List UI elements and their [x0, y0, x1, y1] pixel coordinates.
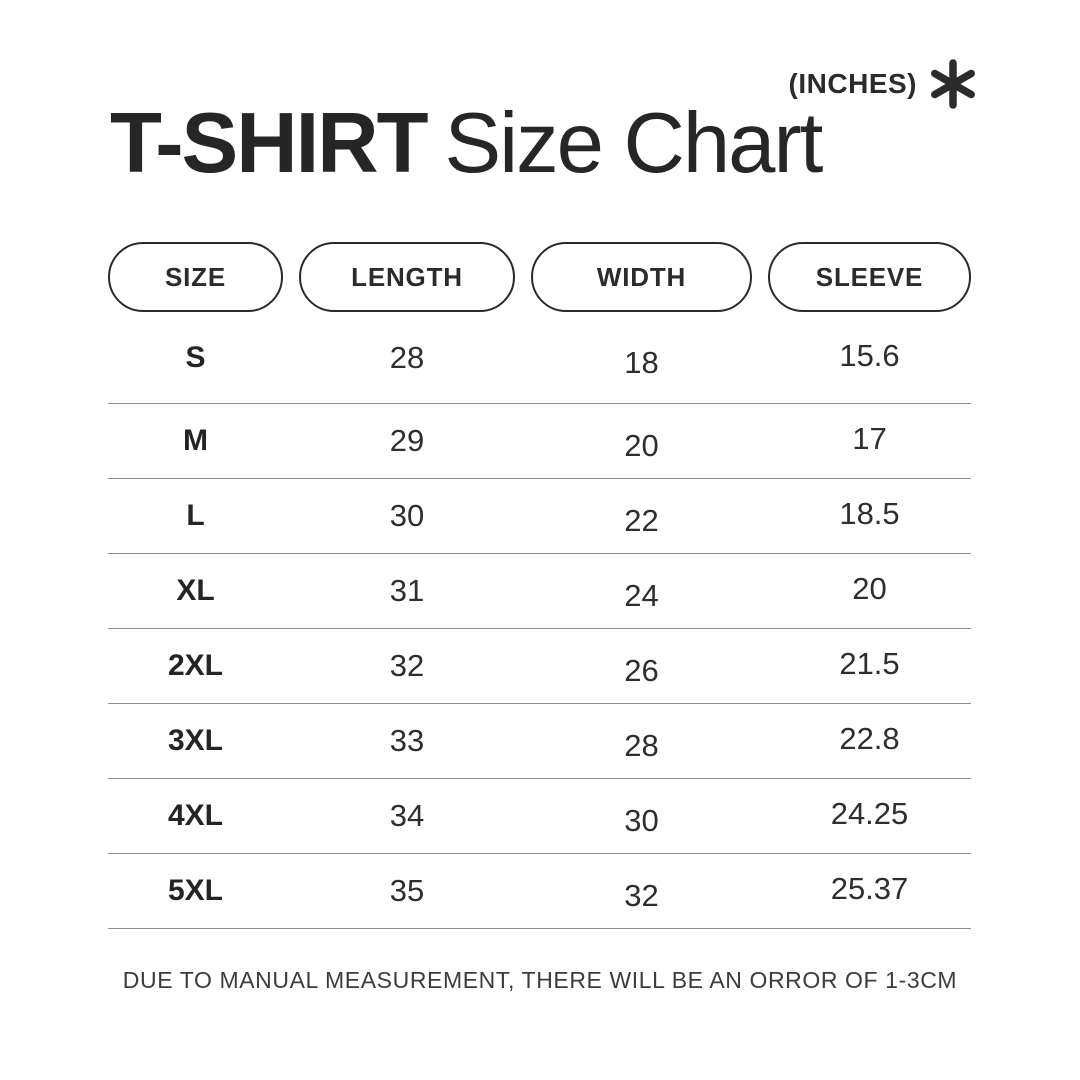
- sleeve-value: 21.5: [839, 646, 900, 681]
- table-row-4xl: 4XL 34 30 24.25: [108, 779, 971, 854]
- sleeve-value: 18.5: [839, 496, 900, 531]
- column-header-width: WIDTH: [531, 242, 752, 312]
- size-label: S: [185, 341, 206, 374]
- table-row-5xl: 5XL 35 32 25.37: [108, 854, 971, 929]
- width-value: 18: [624, 345, 659, 380]
- size-table: S 28 18 15.6 M 29 20 17 L 30 22 18.5 XL …: [108, 313, 971, 929]
- length-value: 33: [389, 723, 425, 758]
- length-value: 35: [389, 873, 425, 908]
- column-header-sleeve: SLEEVE: [768, 242, 971, 312]
- length-value: 31: [389, 573, 425, 608]
- size-label: 4XL: [167, 799, 224, 832]
- table-row-s: S 28 18 15.6: [108, 313, 971, 404]
- width-value: 22: [624, 503, 659, 538]
- length-value: 34: [389, 798, 425, 833]
- width-value: 20: [624, 428, 659, 463]
- page-title-bold: T-SHIRT: [110, 96, 429, 191]
- sleeve-value: 25.37: [830, 871, 909, 906]
- units-indicator: (INCHES): [789, 58, 977, 110]
- sleeve-value: 17: [852, 421, 887, 456]
- column-header-size: SIZE: [108, 242, 283, 312]
- measurement-disclaimer: DUE TO MANUAL MEASUREMENT, THERE WILL BE…: [122, 967, 958, 993]
- size-label: M: [183, 424, 208, 457]
- column-header-length: LENGTH: [299, 242, 515, 312]
- width-value: 32: [624, 878, 659, 913]
- sleeve-value: 22.8: [839, 721, 900, 756]
- length-value: 29: [389, 423, 425, 458]
- width-value: 24: [624, 578, 659, 613]
- size-label: 3XL: [167, 724, 224, 757]
- size-label: XL: [176, 574, 215, 607]
- page-title-regular: Size Chart: [444, 96, 824, 191]
- length-value: 32: [389, 648, 425, 683]
- width-value: 26: [624, 653, 659, 688]
- table-row-m: M 29 20 17: [108, 404, 971, 479]
- table-header-row: SIZE LENGTH WIDTH SLEEVE: [108, 242, 971, 312]
- size-label: 5XL: [167, 874, 224, 907]
- units-label: (INCHES): [788, 68, 917, 99]
- length-value: 28: [389, 340, 425, 375]
- table-row-l: L 30 22 18.5: [108, 479, 971, 554]
- page-title: T-SHIRT Size Chart: [110, 101, 823, 186]
- table-row-xl: XL 31 24 20: [108, 554, 971, 629]
- width-value: 28: [624, 728, 659, 763]
- table-row-2xl: 2XL 32 26 21.5: [108, 629, 971, 704]
- size-label: L: [186, 499, 205, 532]
- length-value: 30: [389, 498, 425, 533]
- size-label: 2XL: [167, 649, 224, 682]
- sleeve-value: 15.6: [839, 338, 900, 373]
- sleeve-value: 20: [852, 571, 887, 606]
- width-value: 30: [624, 803, 659, 838]
- sleeve-value: 24.25: [830, 796, 909, 831]
- table-row-3xl: 3XL 33 28 22.8: [108, 704, 971, 779]
- asterisk-icon: [931, 59, 975, 109]
